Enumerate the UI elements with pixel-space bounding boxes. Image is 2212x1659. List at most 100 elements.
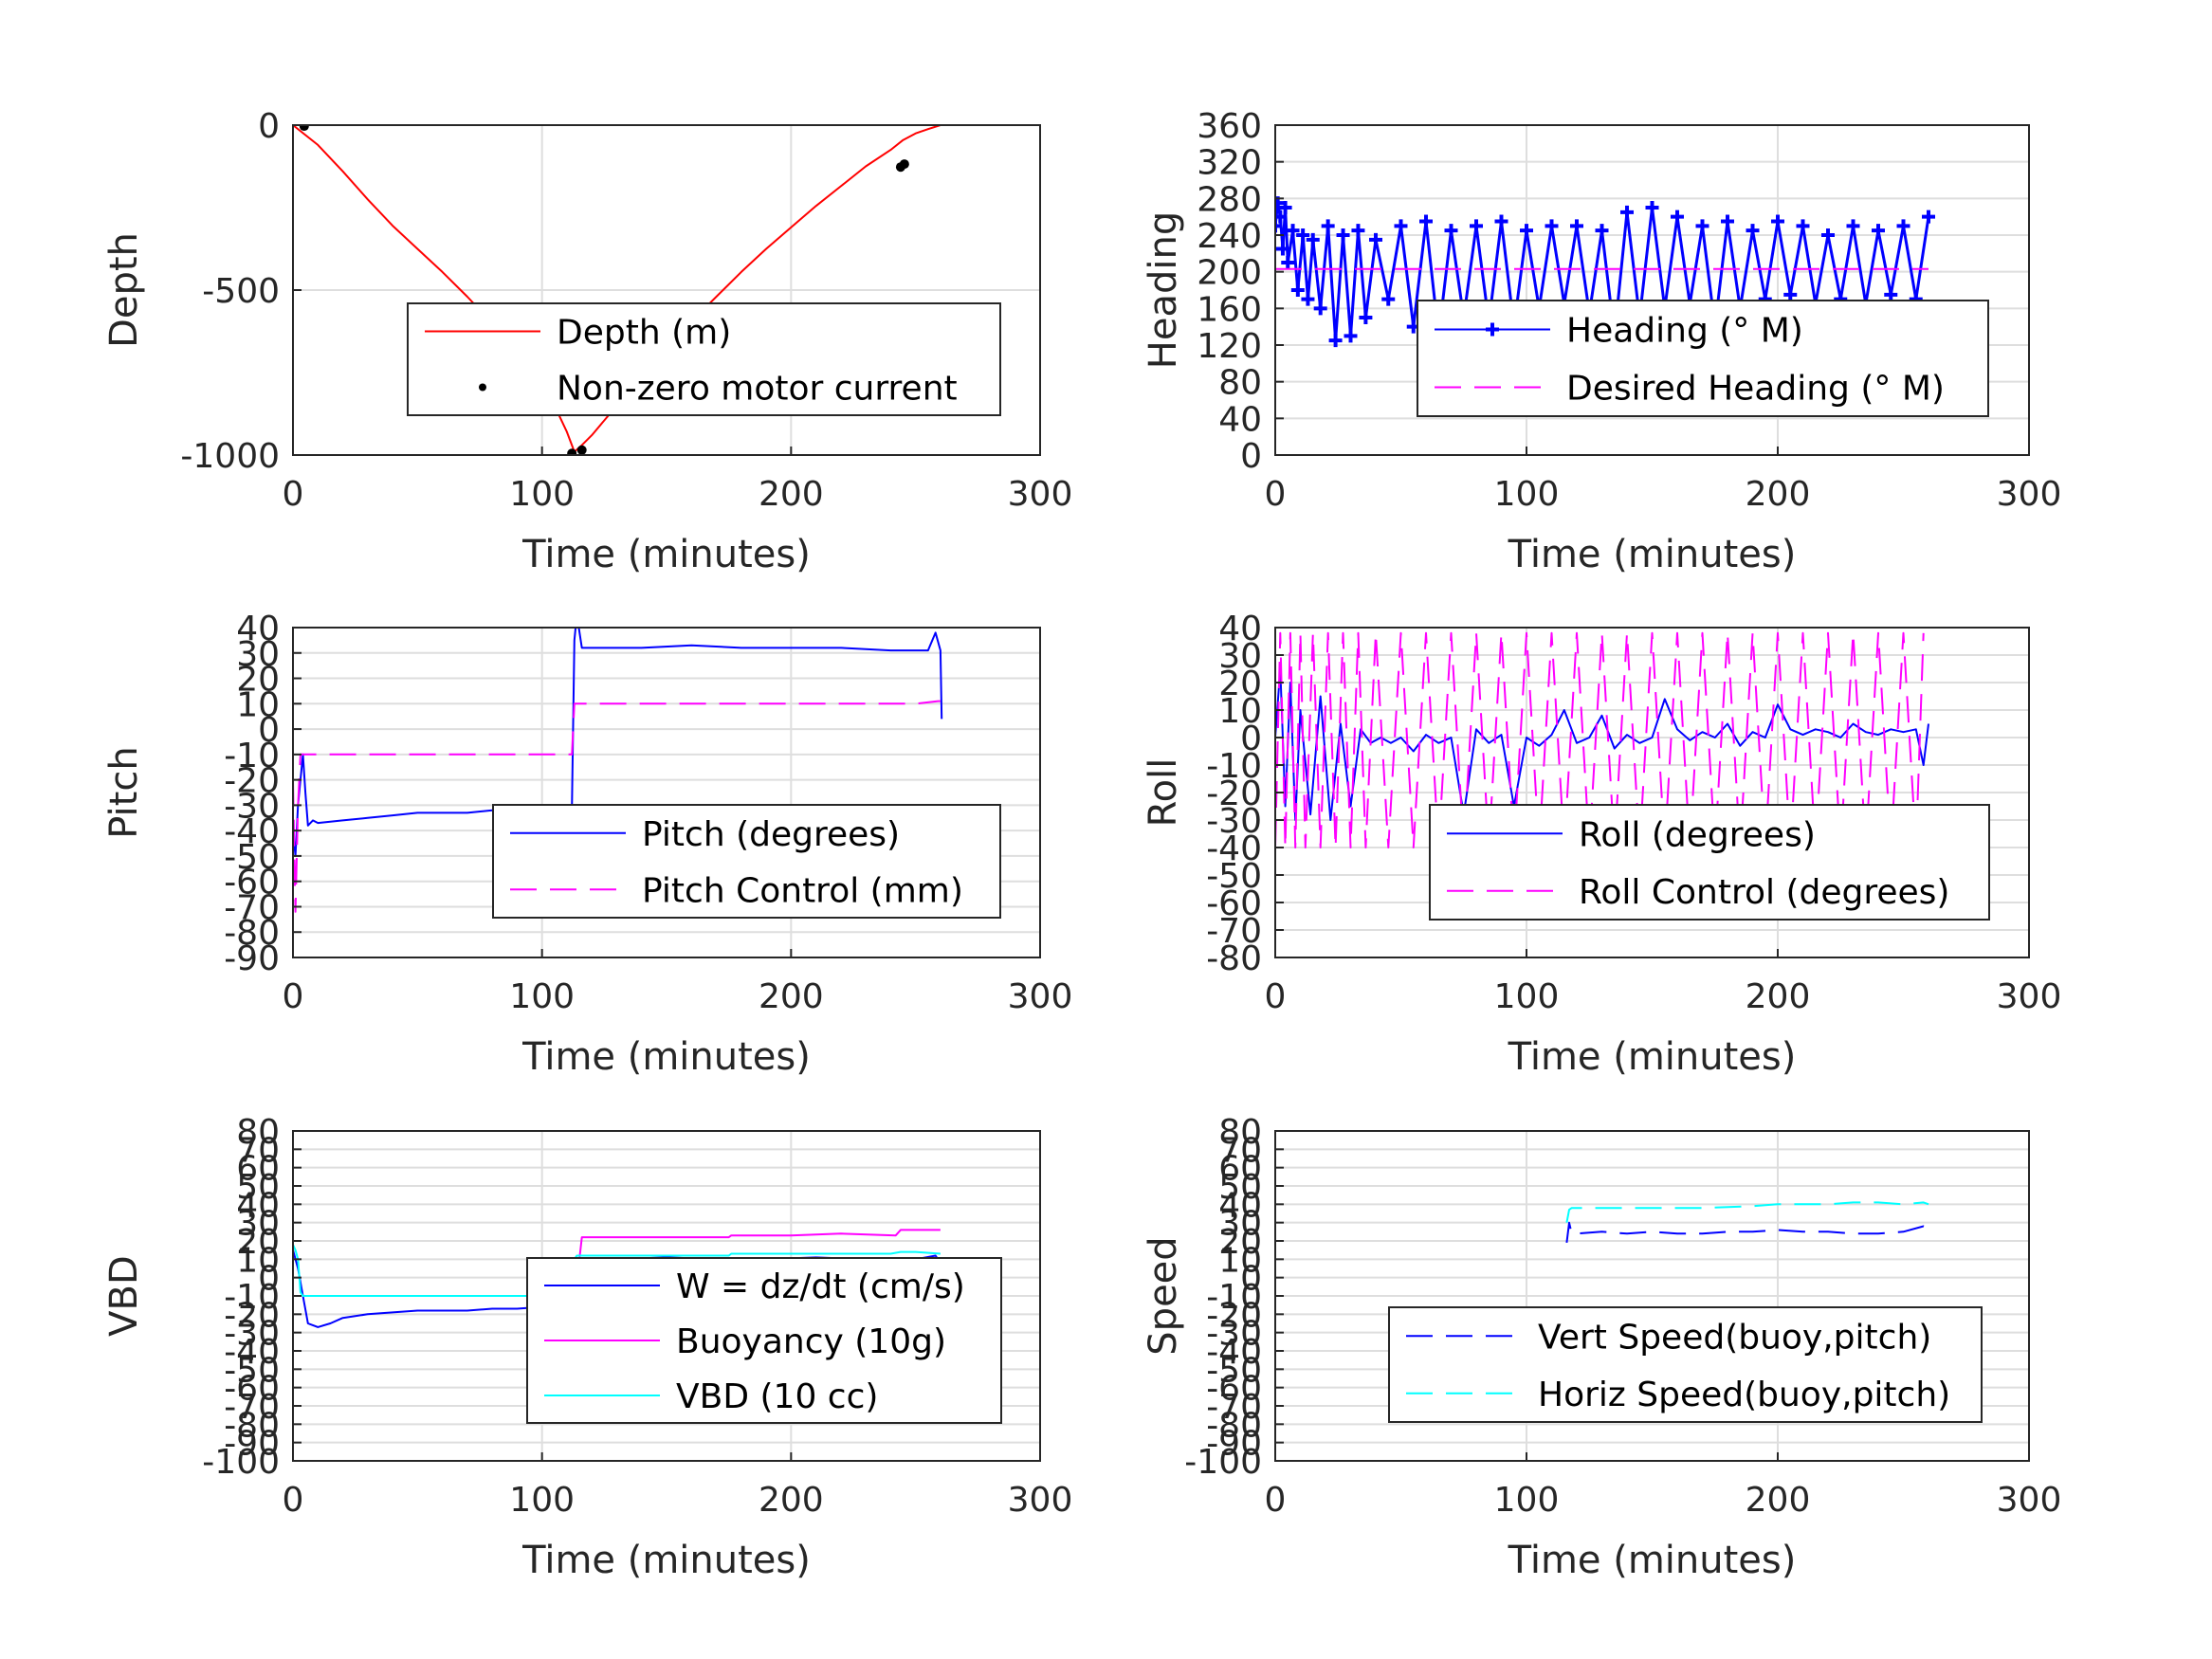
- series-marker: [1419, 214, 1433, 228]
- series-marker: [1545, 219, 1559, 233]
- x-tick-label: 100: [509, 977, 575, 1016]
- legend-marker: [1486, 322, 1499, 337]
- x-axis-label: Time (minutes): [521, 1539, 811, 1582]
- y-tick-label: -10: [1206, 1278, 1262, 1317]
- y-tick-label: -70: [224, 888, 280, 927]
- y-tick-label: 10: [1218, 692, 1262, 731]
- y-tick-label: 50: [236, 1168, 280, 1207]
- y-tick-label: -10: [224, 1278, 280, 1317]
- y-tick-label: 0: [1240, 1260, 1262, 1299]
- y-tick-label: 0: [258, 1260, 280, 1299]
- y-tick-label: 40: [1218, 400, 1262, 439]
- x-tick-label: 100: [1494, 977, 1560, 1016]
- legend-box: [492, 804, 1001, 919]
- x-tick-label: 0: [283, 475, 304, 514]
- y-tick-label: 40: [1218, 1186, 1262, 1225]
- y-tick-label: -80: [1206, 939, 1262, 978]
- y-tick-label: 80: [1218, 364, 1262, 403]
- series-marker: [1570, 219, 1583, 233]
- series-line-2: [293, 700, 941, 913]
- y-tick-label: -40: [1206, 830, 1262, 868]
- series-marker: [1872, 224, 1885, 238]
- y-tick-label: 40: [236, 610, 280, 648]
- y-tick-label: 30: [236, 635, 280, 674]
- y-tick-label: -40: [1206, 1333, 1262, 1372]
- x-tick-label: 100: [1494, 475, 1560, 514]
- x-axis-label: Time (minutes): [521, 533, 811, 576]
- subplot-4: 0 100 200 300403020100-10-20-30-40-50-60-70…: [1142, 610, 2061, 1079]
- series-marker: [1344, 329, 1358, 343]
- y-tick-label: -100: [202, 1443, 280, 1482]
- x-axis-label: Time (minutes): [521, 1035, 811, 1079]
- y-tick-label: -10: [1206, 747, 1262, 786]
- series-marker: [1296, 228, 1310, 242]
- series-marker: [1896, 219, 1910, 233]
- y-axis-label: Depth: [102, 232, 146, 348]
- series-line-2: [1275, 631, 1925, 848]
- y-tick-label: 80: [236, 1113, 280, 1152]
- y-tick-label: -40: [224, 1333, 280, 1372]
- series-marker: [1278, 201, 1292, 214]
- y-tick-label: 70: [1218, 1131, 1262, 1170]
- subplot-1: 0 100 200 300 0 -500 -1000 Time (minutes) Depth D…: [102, 107, 1072, 576]
- series-marker: [1783, 287, 1798, 301]
- x-tick-label: 0: [283, 1481, 304, 1520]
- legend-box: [1429, 804, 1990, 921]
- series-marker: [1281, 256, 1295, 269]
- legend-label: Pitch (degrees): [642, 815, 900, 854]
- y-tick-label: -40: [224, 812, 280, 851]
- x-tick-label: 100: [509, 475, 575, 514]
- y-tick-label: -50: [224, 838, 280, 877]
- legend-label: Desired Heading (° M): [1566, 370, 1945, 409]
- series-marker: [1359, 311, 1373, 324]
- legend-label: Vert Speed(buoy,pitch): [1538, 1318, 1931, 1357]
- series-marker: [1351, 224, 1365, 238]
- x-axis-label: Time (minutes): [1508, 533, 1797, 576]
- y-tick-label: 20: [236, 1223, 280, 1262]
- y-tick-label: 10: [236, 1241, 280, 1280]
- y-tick-label: 200: [1197, 254, 1262, 293]
- y-tick-label: -70: [224, 1388, 280, 1427]
- x-tick-label: 300: [1997, 977, 2062, 1016]
- series-marker: [1306, 232, 1320, 246]
- y-tick-label: -50: [224, 1351, 280, 1390]
- motor-current-marker: [576, 445, 587, 455]
- y-tick-label: -80: [224, 1406, 280, 1445]
- y-tick-label: 10: [236, 685, 280, 724]
- axes-box: [292, 627, 1041, 958]
- series-marker: [1520, 224, 1533, 238]
- y-tick-label: -60: [1206, 884, 1262, 923]
- y-axis-label: Roll: [1142, 758, 1185, 828]
- x-axis-label: Time (minutes): [1508, 1035, 1797, 1079]
- x-tick-label: 100: [1494, 1481, 1560, 1520]
- series-marker: [1771, 214, 1784, 228]
- y-tick-label: -90: [224, 1425, 280, 1464]
- x-tick-label: 0: [1265, 977, 1287, 1016]
- y-tick-label: -60: [1206, 1370, 1262, 1409]
- y-tick-label: -1000: [180, 437, 280, 476]
- y-tick-label: 60: [1218, 1150, 1262, 1189]
- y-axis-label: Heading: [1142, 211, 1185, 369]
- y-tick-label: -50: [1206, 857, 1262, 896]
- legend-label: Roll Control (degrees): [1579, 873, 1949, 912]
- series-line-1: [1275, 667, 1929, 821]
- x-tick-label: 300: [1008, 475, 1073, 514]
- series-marker: [1470, 219, 1483, 233]
- x-tick-label: 0: [1265, 475, 1287, 514]
- y-tick-label: -20: [224, 762, 280, 801]
- subplot-2: 0 100 200 30004080120160200240280320360Time…: [1142, 107, 2061, 576]
- series-marker: [1846, 219, 1860, 233]
- x-tick-label: 200: [1746, 1481, 1811, 1520]
- y-tick-label: 360: [1197, 107, 1262, 146]
- y-tick-label: -70: [1206, 912, 1262, 951]
- axes-box: [1274, 124, 2030, 456]
- series-marker: [1746, 224, 1760, 238]
- series-marker: [1275, 219, 1282, 233]
- series-marker: [1884, 287, 1898, 301]
- series-marker: [1922, 210, 1935, 224]
- y-tick-label: 10: [1218, 1241, 1262, 1280]
- y-tick-label: -30: [1206, 1315, 1262, 1354]
- y-tick-label: 70: [236, 1131, 280, 1170]
- x-tick-label: 200: [759, 475, 824, 514]
- x-tick-label: 200: [1746, 475, 1811, 514]
